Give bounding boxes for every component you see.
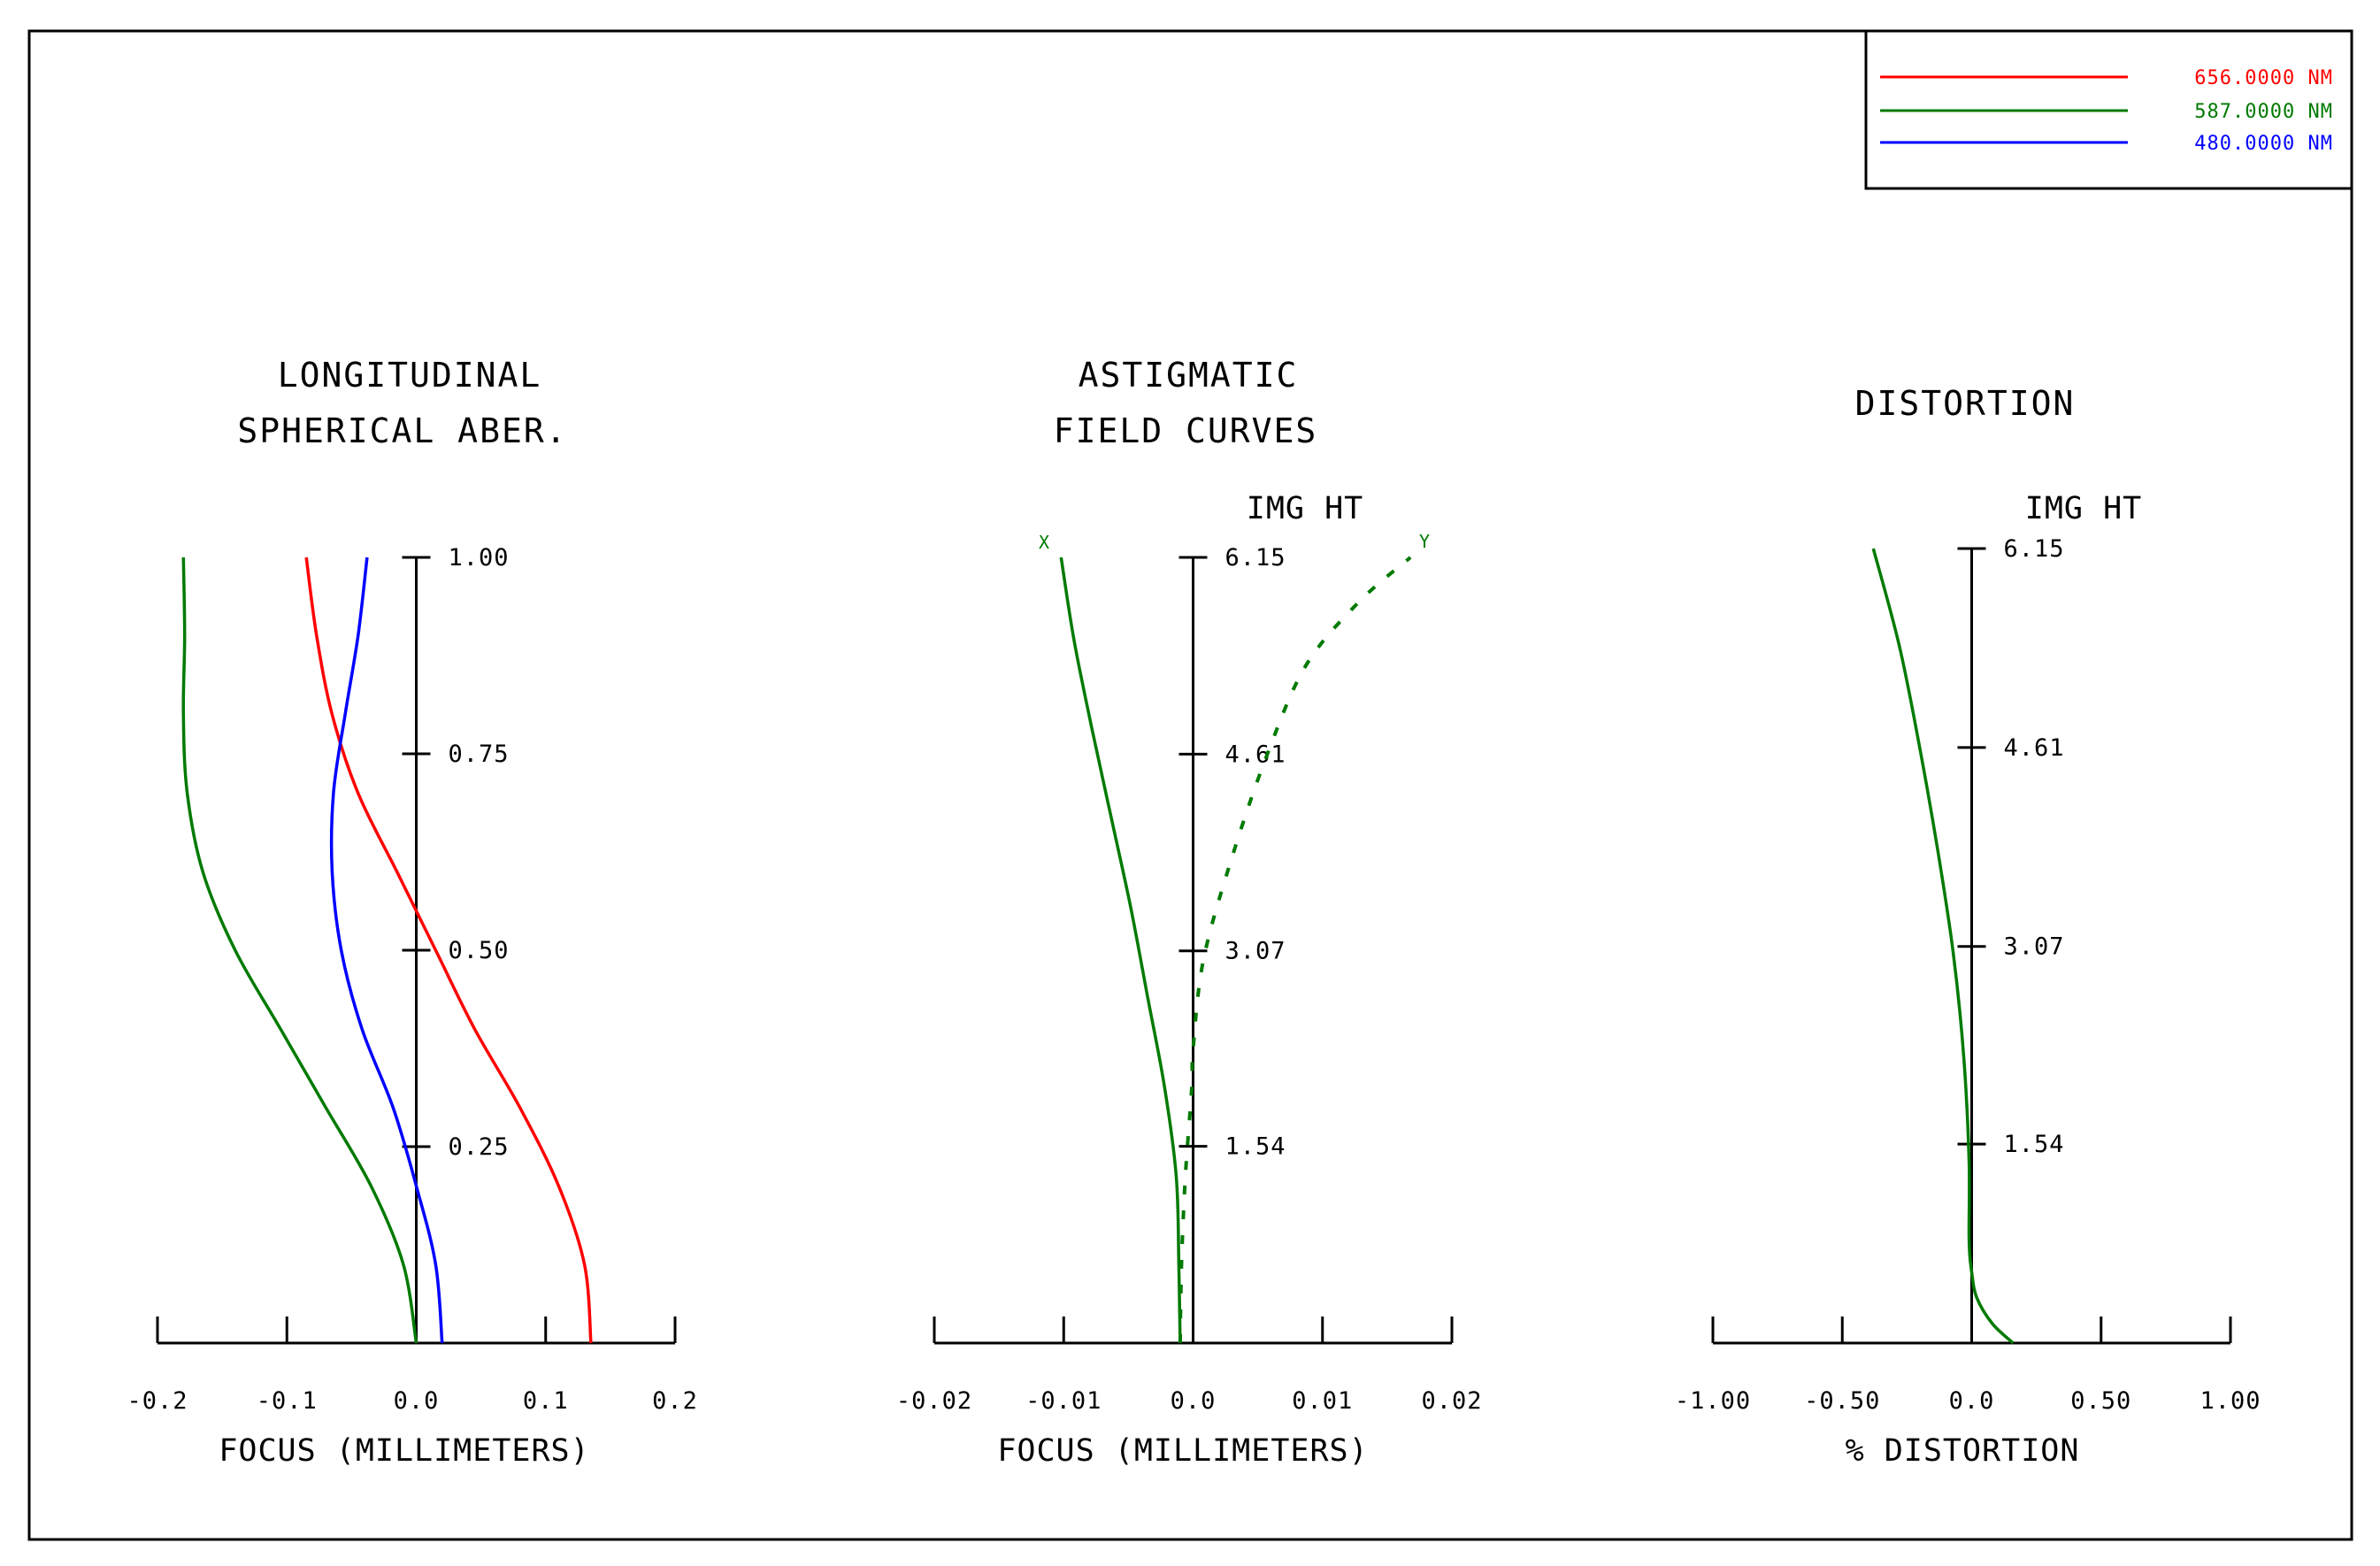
x-tick-label: -0.02 <box>896 1387 972 1415</box>
x-axis-title: FOCUS (MILLIMETERS) <box>997 1433 1368 1469</box>
chart-title-line-1: ASTIGMATIC <box>1079 356 1299 395</box>
y-tick-label: 0.50 <box>449 937 510 964</box>
y-tick-label: 4.61 <box>1225 741 1286 768</box>
x-tick-label: 0.0 <box>394 1387 440 1415</box>
y-tick-label: 1.00 <box>449 544 510 572</box>
y-tick-label: 6.15 <box>1225 544 1286 572</box>
y-tick-label: 0.25 <box>449 1133 510 1161</box>
series-line-2 <box>329 557 444 1344</box>
curve-label-x: X <box>1039 532 1049 553</box>
x-tick-label: 0.1 <box>523 1387 569 1415</box>
chart-title-line-1: LONGITUDINAL <box>278 356 542 395</box>
x-tick-label: 1.00 <box>2200 1387 2261 1415</box>
astigmatic-field-curves-chart: ASTIGMATIC FIELD CURVES IMG HT FOCUS (MI… <box>896 356 1482 1469</box>
y-tick-label: 3.07 <box>2004 933 2065 961</box>
y-tick-label: 6.15 <box>2004 535 2065 563</box>
y-axis-title: IMG HT <box>2025 491 2142 526</box>
series-line-1 <box>1178 556 1412 1344</box>
chart-title-line-2: FIELD CURVES <box>1054 411 1318 450</box>
x-tick-label: -1.00 <box>1675 1387 1751 1415</box>
x-tick-label: -0.01 <box>1025 1387 1102 1415</box>
x-tick-label: -0.2 <box>127 1387 188 1415</box>
x-tick-label: 0.01 <box>1292 1387 1353 1415</box>
x-tick-label: -0.1 <box>257 1387 318 1415</box>
curve-label-y: Y <box>1419 531 1430 552</box>
y-tick-label: 4.61 <box>2004 734 2065 762</box>
legend-frame <box>1864 31 2352 190</box>
x-tick-label: 0.0 <box>1171 1387 1217 1415</box>
chart-title-line-2: SPHERICAL ABER. <box>237 411 567 450</box>
x-tick-label: 0.0 <box>1949 1387 1995 1415</box>
x-tick-label: 0.2 <box>652 1387 698 1415</box>
legend: 656.0000 NM 587.0000 NM 480.0000 NM <box>1864 31 2352 190</box>
y-axis-title: IMG HT <box>1247 491 1363 526</box>
series-line-0 <box>1871 548 2015 1345</box>
y-tick-label: 1.54 <box>1225 1133 1286 1161</box>
x-tick-label: 0.50 <box>2070 1387 2131 1415</box>
legend-label-656: 656.0000 NM <box>2194 67 2333 89</box>
longitudinal-spherical-aberration-chart: LONGITUDINAL SPHERICAL ABER. FOCUS (MILL… <box>127 356 698 1469</box>
x-tick-label: 0.02 <box>1421 1387 1482 1415</box>
y-tick-label: 0.75 <box>449 741 510 768</box>
x-axis-title: % DISTORTION <box>1846 1433 2080 1469</box>
legend-label-480: 480.0000 NM <box>2194 133 2333 155</box>
distortion-chart: DISTORTION IMG HT % DISTORTION -1.00 -0.5… <box>1675 384 2261 1469</box>
chart-title-line-1: DISTORTION <box>1855 384 2076 423</box>
series-line-0 <box>1059 557 1182 1344</box>
y-tick-label: 1.54 <box>2004 1131 2065 1158</box>
series-line-0 <box>304 557 593 1344</box>
plot-frame <box>27 29 2353 1541</box>
series-line-1 <box>181 557 418 1344</box>
y-tick-label: 3.07 <box>1225 938 1286 965</box>
x-tick-label: -0.50 <box>1804 1387 1880 1415</box>
legend-label-587: 587.0000 NM <box>2194 101 2333 123</box>
x-axis-title: FOCUS (MILLIMETERS) <box>219 1433 589 1469</box>
